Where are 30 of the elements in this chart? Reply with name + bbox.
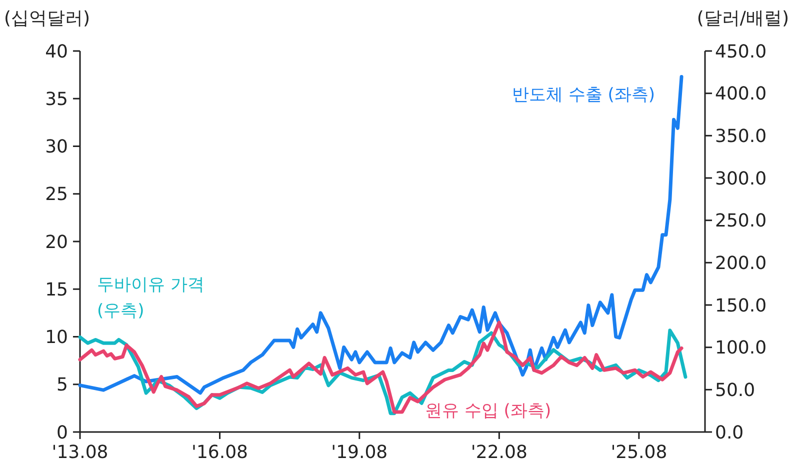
- y2-tick-label: 150.0: [715, 295, 767, 316]
- y2-axis-title: (달러/배럴): [696, 8, 789, 29]
- y2-tick-label: 350.0: [715, 126, 767, 147]
- x-tick-label: '19.08: [331, 442, 388, 463]
- y-axis-title: (십억달러): [4, 8, 90, 29]
- y2-tick-label: 0.0: [715, 422, 744, 444]
- series-label: 원유 수입 (좌측): [425, 401, 552, 421]
- y-tick-label: 25: [45, 184, 68, 206]
- series-label: 반도체 수출 (좌측): [512, 85, 655, 105]
- y-tick-label: 35: [45, 88, 68, 110]
- x-tick-label: '22.08: [470, 442, 528, 463]
- y-tick-label: 30: [45, 136, 68, 158]
- y-tick-label: 5: [56, 374, 68, 396]
- y-tick-label: 40: [45, 41, 68, 62]
- y2-tick-label: 50.0: [715, 380, 756, 401]
- y2-tick-label: 200.0: [715, 252, 767, 274]
- x-tick-label: '16.08: [192, 442, 248, 463]
- y-tick-label: 20: [45, 232, 68, 253]
- y2-tick-label: 250.0: [715, 210, 767, 232]
- y2-tick-label: 450.0: [715, 41, 767, 62]
- y2-tick-label: 300.0: [715, 168, 767, 190]
- y-tick-label: 15: [45, 279, 68, 300]
- x-tick-label: '25.08: [610, 442, 668, 463]
- y-tick-label: 0: [56, 422, 68, 444]
- series-label: 두바이유 가격 (우측): [97, 275, 204, 321]
- y2-tick-label: 100.0: [715, 338, 767, 359]
- line-series: [78, 74, 684, 395]
- y-tick-label: 10: [45, 327, 68, 348]
- y2-tick-label: 400.0: [715, 84, 767, 105]
- x-tick-label: '13.08: [52, 442, 108, 463]
